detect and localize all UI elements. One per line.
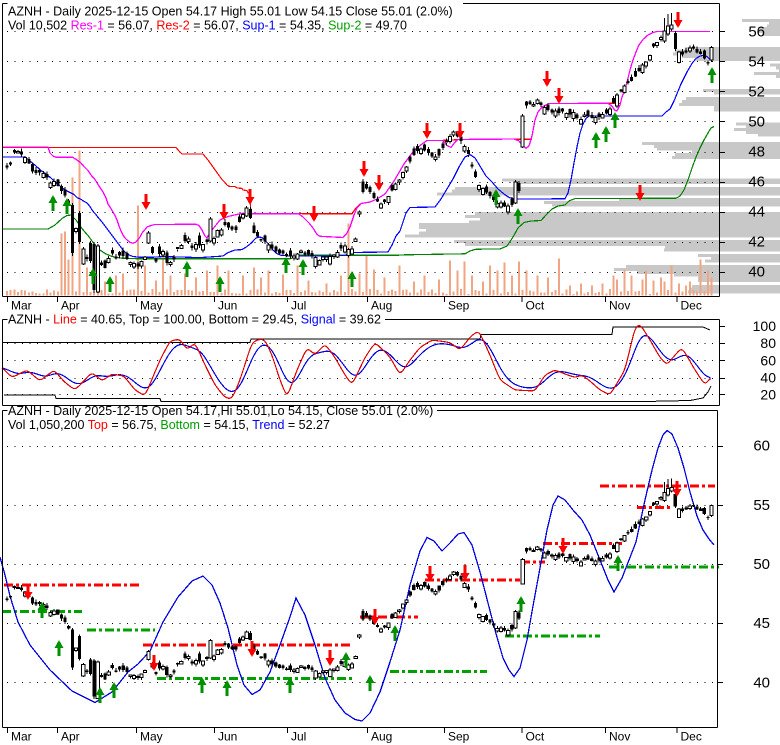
svg-text:Oct: Oct — [526, 730, 545, 744]
svg-text:Oct: Oct — [526, 299, 545, 313]
svg-text:Apr: Apr — [61, 730, 80, 744]
svg-text:Nov: Nov — [609, 299, 630, 313]
svg-text:May: May — [140, 730, 163, 744]
svg-text:60: 60 — [760, 353, 776, 369]
svg-text:Dec: Dec — [681, 299, 702, 313]
svg-text:AZNH - Line = 40.65, Top = 100: AZNH - Line = 40.65, Top = 100.00, Botto… — [8, 313, 381, 327]
svg-text:50: 50 — [753, 556, 770, 573]
svg-text:Dec: Dec — [681, 730, 702, 744]
svg-text:AZNH - Daily 2025-12-15 Open 5: AZNH - Daily 2025-12-15 Open 54.17 High … — [8, 5, 453, 19]
svg-text:40: 40 — [748, 264, 765, 281]
svg-text:52: 52 — [748, 83, 765, 100]
svg-text:Mar: Mar — [11, 299, 32, 313]
svg-text:100: 100 — [753, 318, 777, 334]
svg-text:60: 60 — [753, 438, 770, 455]
svg-text:55: 55 — [753, 497, 770, 514]
svg-text:Sep: Sep — [448, 730, 470, 744]
svg-text:Sep: Sep — [448, 299, 470, 313]
svg-text:Nov: Nov — [609, 730, 630, 744]
svg-text:Jun: Jun — [218, 299, 237, 313]
svg-text:50: 50 — [748, 113, 765, 130]
svg-text:44: 44 — [748, 204, 765, 221]
svg-text:Jul: Jul — [291, 730, 306, 744]
svg-text:Vol 1,050,200 Top = 56.75, Bot: Vol 1,050,200 Top = 56.75, Bottom = 54.1… — [8, 418, 330, 432]
svg-text:Aug: Aug — [371, 299, 392, 313]
svg-text:42: 42 — [748, 234, 765, 251]
svg-text:20: 20 — [760, 387, 776, 403]
svg-text:45: 45 — [753, 615, 770, 632]
svg-text:May: May — [140, 299, 163, 313]
svg-text:Jun: Jun — [218, 730, 237, 744]
svg-text:54: 54 — [748, 53, 765, 70]
svg-text:AZNH - Daily 2025-12-15 Open 5: AZNH - Daily 2025-12-15 Open 54.17,Hi 55… — [8, 404, 433, 418]
svg-text:Aug: Aug — [371, 730, 392, 744]
svg-text:40: 40 — [760, 370, 776, 386]
svg-text:46: 46 — [748, 174, 765, 191]
svg-text:Apr: Apr — [61, 299, 80, 313]
svg-text:Vol 10,502 Res-1 = 56.07, Res-: Vol 10,502 Res-1 = 56.07, Res-2 = 56.07,… — [8, 19, 407, 33]
svg-text:80: 80 — [760, 335, 776, 351]
svg-text:Jul: Jul — [291, 299, 306, 313]
svg-text:56: 56 — [748, 23, 765, 40]
svg-text:Mar: Mar — [11, 730, 32, 744]
svg-text:40: 40 — [753, 674, 770, 691]
svg-text:48: 48 — [748, 144, 765, 161]
